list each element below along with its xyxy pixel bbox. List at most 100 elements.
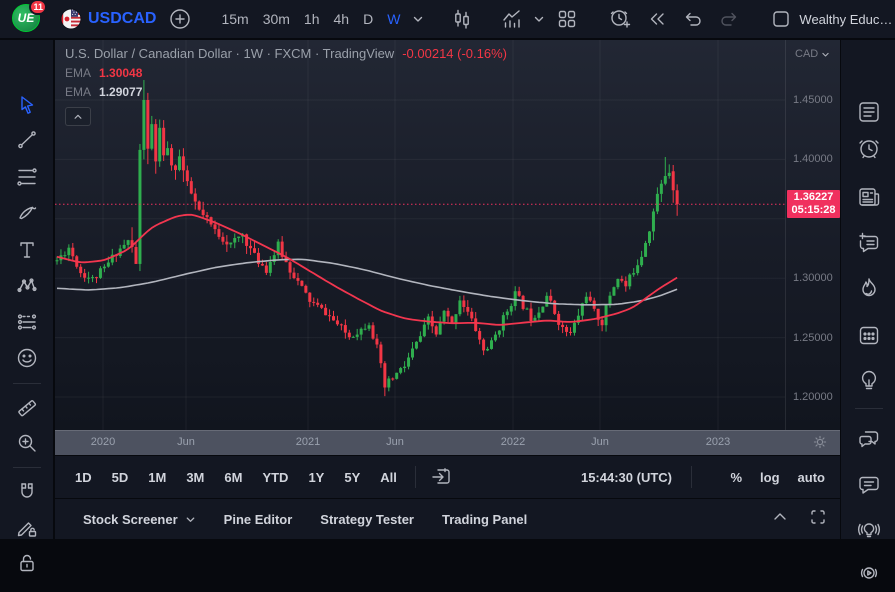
range-button-1D[interactable]: 1D: [75, 469, 92, 485]
scale-button-log[interactable]: log: [760, 469, 780, 485]
go-to-date-button[interactable]: [424, 462, 458, 492]
interval-button-D[interactable]: D: [363, 11, 374, 27]
candle-body: [324, 307, 328, 316]
candle-body: [541, 306, 545, 313]
indicators-button[interactable]: [495, 4, 529, 34]
trend-line-tool-button[interactable]: [10, 123, 44, 157]
layout-name-button[interactable]: Wealthy Educ…: [799, 4, 892, 34]
time-axis[interactable]: 2020 Jun 2021 Jun 2022 Jun 2023: [55, 430, 840, 455]
streams-button[interactable]: [850, 554, 888, 592]
range-button-All[interactable]: All: [380, 469, 397, 485]
range-button-YTD[interactable]: YTD: [262, 469, 289, 485]
text-notes-button[interactable]: [850, 224, 888, 262]
panel-expand-button[interactable]: [772, 509, 788, 530]
cursor-icon: [21, 96, 34, 114]
legend-collapse-button[interactable]: [65, 107, 91, 126]
time-tick-label[interactable]: 2021: [295, 436, 321, 448]
zoom-in-tool-button[interactable]: [10, 426, 44, 460]
interval-button-4h[interactable]: 4h: [333, 11, 350, 27]
interval-dropdown-button[interactable]: [407, 4, 429, 34]
tab-trading-panel[interactable]: Trading Panel: [442, 512, 527, 527]
time-tick-label[interactable]: 2022: [500, 436, 526, 448]
economic-calendar-button[interactable]: [850, 316, 888, 354]
candle-body: [67, 247, 71, 256]
candle-body: [414, 341, 418, 349]
chart-pane[interactable]: U.S. Dollar / Canadian Dollar · 1W · FXC…: [55, 40, 840, 455]
range-button-5Y[interactable]: 5Y: [344, 469, 361, 485]
forecast-tool-button[interactable]: [10, 305, 44, 339]
candle-body: [245, 234, 249, 246]
candle-body: [411, 348, 414, 358]
range-button-1M[interactable]: 1M: [148, 469, 167, 485]
idea-waves-icon: [858, 523, 880, 538]
tab-strategy-tester[interactable]: Strategy Tester: [320, 512, 414, 527]
chart-style-button[interactable]: [445, 4, 479, 34]
text-tool-button[interactable]: [10, 233, 44, 267]
undo-arrow-icon: [686, 12, 702, 26]
candle-body: [434, 326, 438, 335]
interval-button-1h[interactable]: 1h: [303, 11, 320, 27]
tab-pine-editor[interactable]: Pine Editor: [224, 512, 293, 527]
redo-button[interactable]: [711, 4, 747, 34]
axis-settings-gear-icon[interactable]: [812, 434, 828, 455]
emoji-tool-button[interactable]: [10, 341, 44, 375]
candle-body: [343, 325, 347, 333]
scale-button-auto[interactable]: auto: [797, 469, 825, 485]
bar-replay-button[interactable]: [639, 4, 675, 34]
brush-tool-button[interactable]: [10, 196, 44, 230]
app-logo[interactable]: UE 11: [12, 0, 47, 34]
lock-all-drawings-button[interactable]: [10, 546, 44, 580]
undo-button[interactable]: [675, 4, 711, 34]
range-button-6M[interactable]: 6M: [224, 469, 243, 485]
fib-retracement-tool-button[interactable]: [10, 160, 44, 194]
chart-title[interactable]: U.S. Dollar / Canadian Dollar · 1W · FXC…: [65, 46, 395, 61]
price-axis[interactable]: CAD 1.36227 05:15:28 1.45000 1.40000 1.300…: [785, 40, 840, 430]
news-button[interactable]: [850, 178, 888, 216]
clock-utc[interactable]: 15:44:30 (UTC): [580, 469, 672, 485]
price-tick-label: 1.40000: [793, 153, 833, 166]
tab-label: Pine Editor: [223, 511, 293, 527]
panel-maximize-button[interactable]: [810, 509, 826, 530]
range-button-3M[interactable]: 3M: [186, 469, 205, 485]
scale-button-percent[interactable]: %: [730, 469, 743, 485]
create-alert-button[interactable]: [601, 4, 639, 34]
alerts-button[interactable]: [850, 129, 888, 167]
interval-button-W[interactable]: W: [387, 11, 401, 27]
private-chat-button[interactable]: [850, 466, 888, 504]
candlestick-chart[interactable]: [55, 40, 785, 430]
minds-button[interactable]: [850, 511, 888, 549]
flame-icon: [862, 278, 876, 297]
right-sidebar: [840, 40, 895, 579]
pattern-tool-button[interactable]: [10, 269, 44, 303]
tab-stock-screener[interactable]: Stock Screener: [83, 512, 196, 527]
time-tick-label[interactable]: 2020: [90, 436, 116, 448]
candle-body: [280, 241, 284, 257]
stay-in-drawing-mode-button[interactable]: [10, 511, 44, 545]
compare-add-symbol-button[interactable]: [168, 4, 192, 34]
time-tick-label[interactable]: 2023: [705, 436, 731, 448]
watchlist-button[interactable]: [850, 93, 888, 131]
ema-indicator-row[interactable]: EMA 1.29077: [65, 85, 507, 99]
indicator-templates-button[interactable]: [529, 4, 549, 34]
candle-body: [604, 305, 608, 326]
measure-tool-button[interactable]: [10, 391, 44, 425]
interval-button-15m[interactable]: 15m: [221, 11, 249, 27]
range-button-1Y[interactable]: 1Y: [308, 469, 325, 485]
bar-countdown: 05:15:28: [791, 204, 836, 217]
symbol-button[interactable]: USDCAD: [54, 4, 162, 34]
toolbar-divider: [691, 466, 692, 488]
interval-button-30m[interactable]: 30m: [262, 11, 290, 27]
public-chats-button[interactable]: [850, 421, 888, 459]
ideas-button[interactable]: [850, 361, 888, 399]
price-axis-currency-menu[interactable]: CAD: [795, 48, 830, 60]
layout-grid-button[interactable]: [549, 4, 585, 34]
ema-indicator-row[interactable]: EMA 1.30048: [65, 66, 507, 80]
save-layout-button[interactable]: [763, 4, 799, 34]
magnet-mode-button[interactable]: [10, 475, 44, 509]
time-tick-label[interactable]: Jun: [177, 436, 195, 448]
range-button-5D[interactable]: 5D: [111, 469, 129, 485]
time-tick-label[interactable]: Jun: [386, 436, 404, 448]
cursor-tool-button[interactable]: [10, 88, 44, 122]
hotlists-button[interactable]: [850, 269, 888, 307]
time-tick-label[interactable]: Jun: [591, 436, 609, 448]
